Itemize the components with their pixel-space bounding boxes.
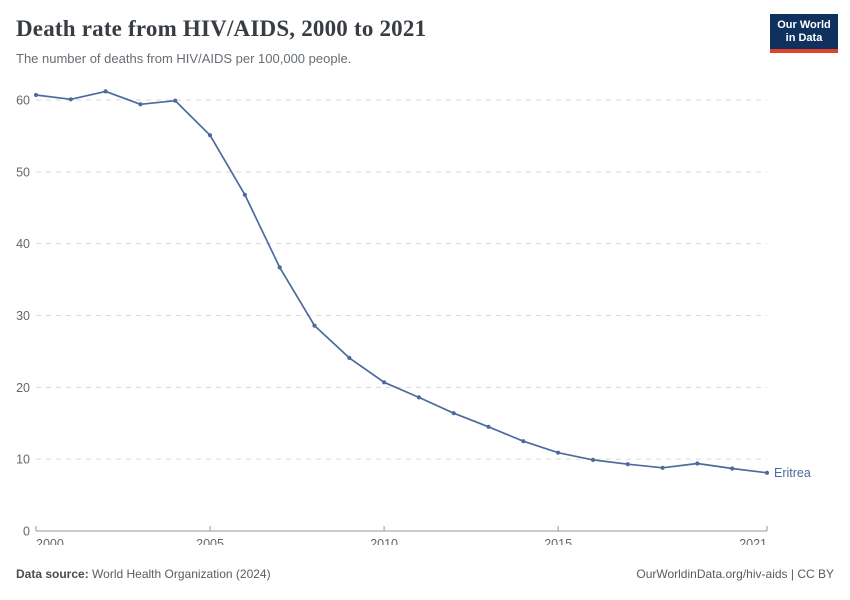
data-point-marker[interactable] xyxy=(33,92,39,98)
data-source-value: World Health Organization (2024) xyxy=(92,567,271,581)
x-tick-label: 2010 xyxy=(370,537,398,545)
data-point-marker[interactable] xyxy=(277,265,282,270)
data-point-marker[interactable] xyxy=(103,89,108,94)
series-end-label[interactable]: Eritrea xyxy=(774,466,811,480)
data-point-marker[interactable] xyxy=(382,380,387,385)
data-point-marker[interactable] xyxy=(625,462,630,467)
data-source-note: Data source: World Health Organization (… xyxy=(16,567,271,582)
data-point-marker[interactable] xyxy=(242,192,247,197)
chart-footer: Data source: World Health Organization (… xyxy=(16,567,834,582)
chart-subtitle: The number of deaths from HIV/AIDS per 1… xyxy=(16,51,352,66)
owid-logo-red-strip xyxy=(770,49,838,53)
data-point-marker[interactable] xyxy=(660,465,665,470)
data-point-marker[interactable] xyxy=(68,97,73,102)
y-tick-label: 40 xyxy=(16,237,30,251)
owid-logo-line2: in Data xyxy=(785,32,823,44)
license-credit[interactable]: OurWorldinData.org/hiv-aids | CC BY xyxy=(636,567,834,581)
data-source-label: Data source: xyxy=(16,567,89,581)
data-point-marker[interactable] xyxy=(416,395,421,400)
data-point-marker[interactable] xyxy=(730,466,735,471)
line-series-eritrea[interactable] xyxy=(35,90,768,474)
owid-logo-line1: Our World xyxy=(777,19,831,31)
data-point-marker[interactable] xyxy=(138,102,143,107)
y-tick-label: 50 xyxy=(16,165,30,179)
data-point-marker[interactable] xyxy=(764,470,770,475)
data-point-marker[interactable] xyxy=(590,457,596,462)
data-point-marker[interactable] xyxy=(521,439,526,444)
y-tick-label: 20 xyxy=(16,381,30,395)
data-point-marker[interactable] xyxy=(207,133,213,138)
y-tick-label: 0 xyxy=(23,525,30,539)
owid-logo[interactable]: Our World in Data xyxy=(770,14,838,53)
data-point-marker[interactable] xyxy=(486,424,491,429)
chart-area[interactable]: 0 10 20 30 40 50 60 2000 2005 2010 2015 2021 Eritrea xyxy=(0,80,850,551)
data-point-marker[interactable] xyxy=(173,98,178,103)
data-point-marker[interactable] xyxy=(451,411,456,416)
y-tick-label: 10 xyxy=(16,453,30,467)
x-tick-label: 2021 xyxy=(739,537,767,545)
line-chart-canvas[interactable]: 0 10 20 30 40 50 60 2000 2005 2010 2015 2021 Eritrea xyxy=(0,80,850,551)
owid-logo-box: Our World in Data xyxy=(770,14,838,49)
x-tick-label: 2000 xyxy=(36,537,64,545)
x-tick-label: 2015 xyxy=(544,537,572,545)
data-point-marker[interactable] xyxy=(695,461,700,466)
data-point-marker[interactable] xyxy=(556,450,561,455)
page-title: Death rate from HIV/AIDS, 2000 to 2021 xyxy=(16,16,427,41)
data-point-marker[interactable] xyxy=(347,355,352,360)
data-point-marker[interactable] xyxy=(312,323,317,328)
y-tick-label: 30 xyxy=(16,309,30,323)
chart-header: Death rate from HIV/AIDS, 2000 to 2021 T… xyxy=(16,14,750,67)
y-tick-label: 60 xyxy=(16,94,30,108)
x-tick-label: 2005 xyxy=(196,537,224,545)
